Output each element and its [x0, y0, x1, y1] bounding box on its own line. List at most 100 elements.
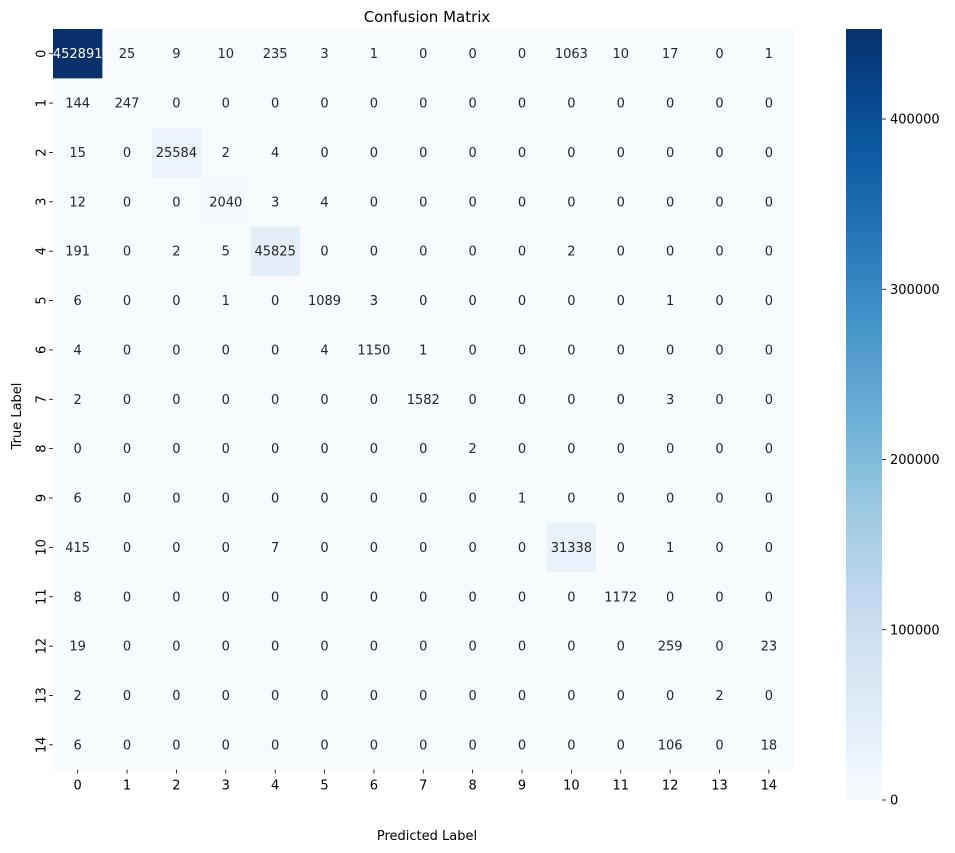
heatmap-cell	[349, 127, 400, 178]
heatmap-cell	[596, 177, 647, 228]
heatmap-cell	[398, 720, 449, 771]
heatmap-cell	[546, 29, 597, 79]
heatmap-cell	[349, 621, 400, 672]
heatmap-cell	[349, 177, 400, 228]
heatmap-cell	[546, 275, 597, 326]
heatmap-cell	[447, 522, 498, 573]
cell-value-label: 0	[271, 343, 279, 358]
y-tick-label: 9	[35, 494, 50, 502]
heatmap-cell	[299, 325, 350, 376]
heatmap-cell	[596, 29, 647, 79]
cell-value-label: 0	[567, 146, 575, 161]
cell-value-label: 0	[123, 195, 131, 210]
cell-value-label: 191	[65, 245, 90, 260]
heatmap-cell	[398, 226, 449, 277]
cell-value-label: 0	[222, 640, 230, 655]
heatmap-cell	[447, 670, 498, 721]
colorbar-tick-label: 400000	[890, 113, 940, 128]
cell-value-label: 0	[617, 343, 625, 358]
heatmap-cell	[694, 423, 745, 474]
heatmap-cell	[53, 275, 103, 326]
heatmap-cell	[744, 78, 795, 129]
heatmap-cell	[645, 720, 696, 771]
heatmap-cell	[645, 78, 696, 129]
x-axis-label: Predicted Label	[377, 829, 477, 844]
heatmap-cell	[299, 670, 350, 721]
cell-value-label: 0	[666, 195, 674, 210]
heatmap-cell	[744, 473, 795, 524]
y-tick-label: 13	[35, 687, 50, 704]
cell-value-label: 0	[419, 442, 427, 457]
y-tick-label: 4	[35, 247, 50, 255]
heatmap-cell	[447, 275, 498, 326]
cell-value-label: 452891	[53, 47, 103, 62]
heatmap-cell	[53, 572, 103, 623]
heatmap-cell	[349, 423, 400, 474]
heatmap-cell	[744, 670, 795, 721]
cell-value-label: 0	[765, 195, 773, 210]
heatmap-cell	[250, 325, 301, 376]
heatmap-cell	[694, 325, 745, 376]
heatmap-cell	[250, 473, 301, 524]
cell-value-label: 0	[320, 640, 328, 655]
heatmap-cell	[497, 720, 548, 771]
cell-value-label: 0	[271, 442, 279, 457]
cell-value-label: 0	[271, 492, 279, 507]
heatmap-cell	[645, 275, 696, 326]
heatmap-cell	[546, 177, 597, 228]
heatmap-cell	[497, 572, 548, 623]
cell-value-label: 0	[666, 689, 674, 704]
cell-value-label: 0	[765, 689, 773, 704]
heatmap-cell	[398, 522, 449, 573]
y-tick-label: 12	[35, 638, 50, 655]
heatmap-cell	[398, 374, 449, 425]
cell-value-label: 0	[123, 689, 131, 704]
cell-value-label: 0	[765, 393, 773, 408]
heatmap-cell	[694, 621, 745, 672]
heatmap-cell	[349, 374, 400, 425]
heatmap-cell	[398, 325, 449, 376]
heatmap-cell	[546, 572, 597, 623]
heatmap-cell	[250, 177, 301, 228]
cell-value-label: 0	[123, 146, 131, 161]
heatmap-cell	[546, 621, 597, 672]
cell-value-label: 18	[761, 738, 778, 753]
heatmap-cell	[349, 522, 400, 573]
heatmap-cell	[151, 423, 202, 474]
y-tick-label: 0	[35, 50, 50, 58]
cell-value-label: 0	[370, 689, 378, 704]
cell-value-label: 4	[320, 195, 328, 210]
heatmap-cell	[250, 127, 301, 178]
cell-value-label: 45825	[254, 245, 295, 260]
heatmap-cell	[102, 522, 153, 573]
cell-value-label: 0	[172, 294, 180, 309]
cell-value-label: 0	[469, 47, 477, 62]
cell-value-label: 1	[370, 47, 378, 62]
cell-value-label: 0	[567, 689, 575, 704]
heatmap-cell	[546, 423, 597, 474]
cell-value-label: 0	[469, 590, 477, 605]
heatmap-cell	[53, 374, 103, 425]
cell-value-label: 0	[518, 195, 526, 210]
cell-value-label: 15	[69, 146, 86, 161]
heatmap-cell	[53, 473, 103, 524]
heatmap-cell	[447, 423, 498, 474]
heatmap-cell	[596, 374, 647, 425]
heatmap-cell	[250, 670, 301, 721]
cell-value-label: 0	[123, 738, 131, 753]
heatmap-cell	[694, 127, 745, 178]
cell-value-label: 7	[271, 541, 279, 556]
cell-value-label: 0	[419, 738, 427, 753]
cell-value-label: 0	[666, 442, 674, 457]
heatmap-cell	[596, 572, 647, 623]
cell-value-label: 0	[172, 689, 180, 704]
heatmap-cell	[596, 325, 647, 376]
cell-value-label: 0	[419, 245, 427, 260]
heatmap-cell	[497, 423, 548, 474]
heatmap-cell	[645, 670, 696, 721]
cell-value-label: 0	[518, 245, 526, 260]
heatmap-cell	[102, 572, 153, 623]
cell-value-label: 0	[172, 640, 180, 655]
cell-value-label: 6	[74, 738, 82, 753]
heatmap-cell	[447, 78, 498, 129]
